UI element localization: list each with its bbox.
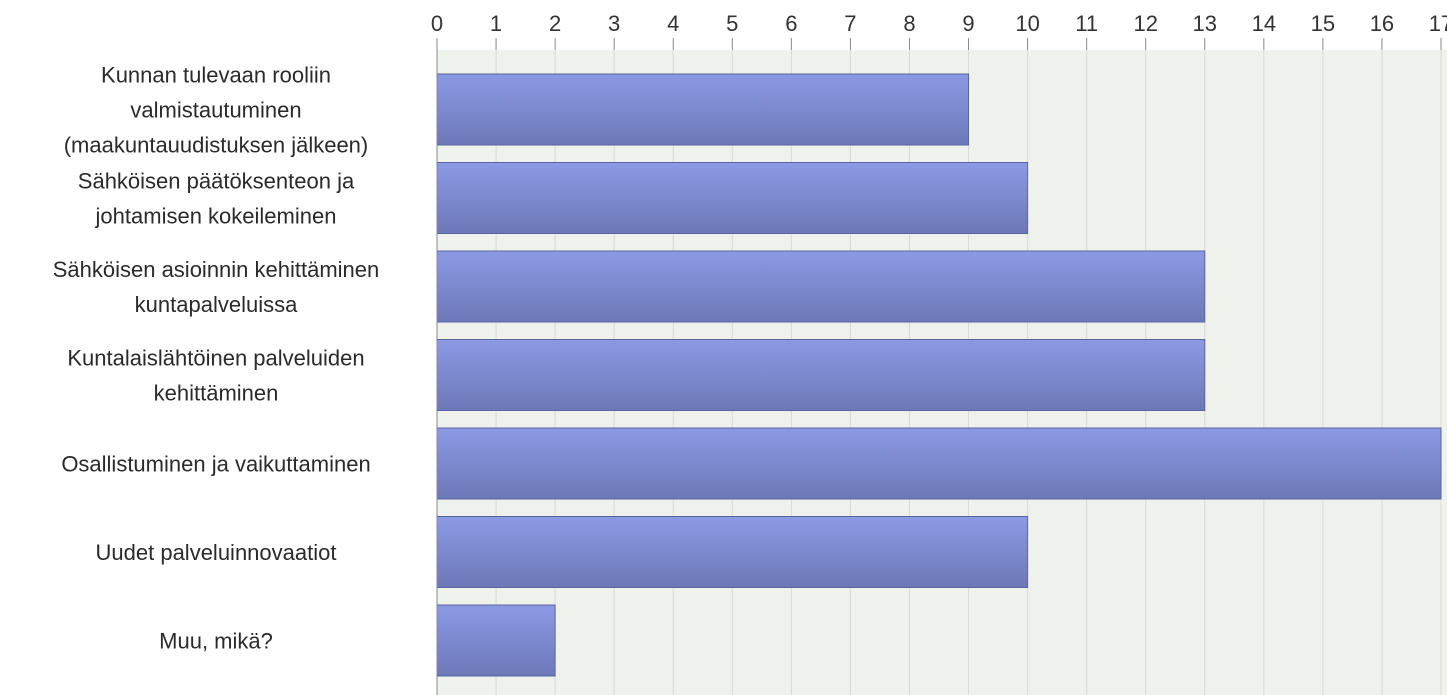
category-label: Kuntalaislähtöinen palveluiden kehittämin…: [67, 346, 364, 406]
category-label-line: Uudet palveluinnovaatiot: [96, 540, 337, 565]
category-label-line: johtamisen kokeileminen: [95, 204, 337, 229]
bar: [436, 162, 1029, 234]
category-label-line: Kunnan tulevaan rooliin: [101, 63, 331, 88]
category-label: Muu, mikä?: [159, 629, 273, 654]
x-tick-label: 2: [549, 11, 561, 36]
bar: [436, 339, 1206, 411]
category-label: Sähköisen asioinnin kehittäminen kuntapal…: [53, 257, 380, 317]
category-label: Uudet palveluinnovaatiot: [96, 540, 337, 565]
x-tick-label: 6: [785, 11, 797, 36]
x-axis-ticks: 01234567891011121314151617: [431, 11, 1447, 50]
x-tick-label: 0: [431, 11, 443, 36]
x-tick-label: 7: [844, 11, 856, 36]
category-label: Kunnan tulevaan rooliin valmistautuminen (…: [64, 63, 369, 158]
x-tick-label: 11: [1075, 11, 1098, 36]
category-label-line: kehittäminen: [154, 381, 279, 406]
x-tick-label: 1: [490, 11, 502, 36]
x-tick-label: 5: [726, 11, 738, 36]
category-label-line: Osallistuminen ja vaikuttaminen: [61, 452, 370, 477]
bar: [436, 604, 556, 677]
x-tick-label: 9: [962, 11, 974, 36]
category-label-line: Kuntalaislähtöinen palveluiden: [67, 346, 364, 371]
category-label: Osallistuminen ja vaikuttaminen: [61, 452, 370, 477]
x-tick-label: 8: [903, 11, 915, 36]
category-label: Sähköisen päätöksenteon ja johtamisen kok…: [78, 169, 355, 229]
bar: [436, 250, 1206, 323]
category-label-line: valmistautuminen: [130, 98, 301, 123]
x-tick-label: 14: [1252, 11, 1276, 36]
x-tick-label: 10: [1015, 11, 1039, 36]
x-tick-label: 12: [1133, 11, 1157, 36]
x-tick-label: 4: [667, 11, 679, 36]
category-label-line: kuntapalveluissa: [135, 292, 298, 317]
x-tick-label: 13: [1193, 11, 1217, 36]
x-tick-label: 16: [1370, 11, 1394, 36]
bars: [436, 73, 1442, 677]
x-tick-label: 15: [1311, 11, 1335, 36]
x-tick-label: 3: [608, 11, 620, 36]
bar: [436, 516, 1029, 588]
category-labels: Kunnan tulevaan rooliin valmistautuminen (…: [53, 63, 380, 654]
category-label-line: (maakuntauudistuksen jälkeen): [64, 133, 369, 158]
category-label-line: Sähköisen asioinnin kehittäminen: [53, 257, 380, 282]
category-label-line: Sähköisen päätöksenteon ja: [78, 169, 355, 194]
bar: [436, 73, 970, 146]
bar: [436, 427, 1442, 500]
category-label-line: Muu, mikä?: [159, 629, 273, 654]
x-tick-label: 17: [1429, 11, 1447, 36]
